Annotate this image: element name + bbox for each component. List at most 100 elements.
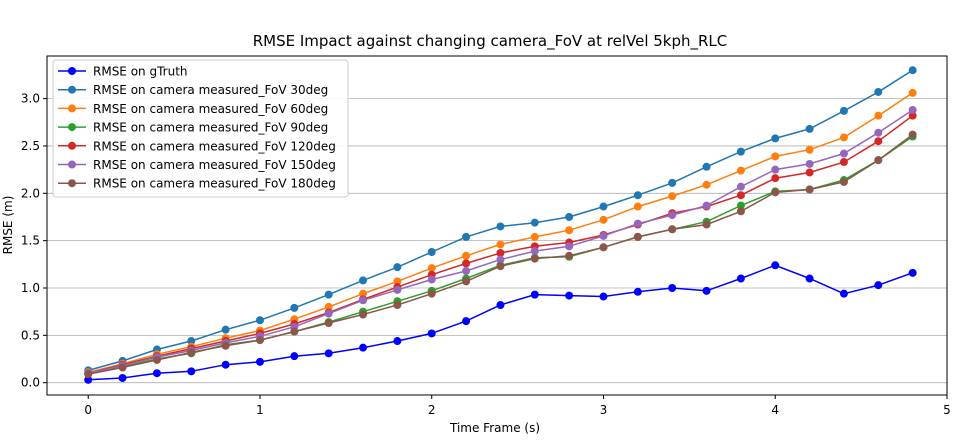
- data-point: [530, 232, 539, 241]
- data-point: [462, 232, 471, 241]
- legend-label: RMSE on camera measured_FoV 120deg: [93, 139, 336, 153]
- data-point: [633, 219, 642, 228]
- legend-item: RMSE on camera measured_FoV 150deg: [58, 158, 336, 172]
- data-point: [221, 341, 230, 350]
- data-point: [462, 259, 471, 268]
- data-point: [874, 281, 883, 290]
- data-point: [393, 301, 402, 310]
- data-point: [839, 289, 848, 298]
- legend-marker: [68, 104, 76, 113]
- data-point: [530, 247, 539, 256]
- data-point: [599, 243, 608, 252]
- data-point: [290, 352, 299, 361]
- data-point: [565, 291, 574, 300]
- data-point: [187, 367, 196, 376]
- data-point: [359, 343, 368, 352]
- data-point: [736, 166, 745, 175]
- data-point: [221, 360, 230, 369]
- data-point: [530, 218, 539, 227]
- series-line: [88, 264, 913, 381]
- data-point: [805, 274, 814, 283]
- data-point: [427, 275, 436, 284]
- x-tick-label: 1: [256, 403, 264, 417]
- y-tick-label: 1.5: [21, 234, 40, 248]
- data-point: [359, 289, 368, 298]
- y-axis-label: RMSE (m): [1, 196, 15, 255]
- y-tick-label: 0.5: [21, 328, 40, 342]
- data-point: [771, 174, 780, 183]
- data-point: [668, 178, 677, 187]
- data-point: [565, 242, 574, 251]
- chart-title: RMSE Impact against changing camera_FoV …: [253, 32, 728, 51]
- legend-marker: [68, 67, 76, 75]
- data-point: [771, 134, 780, 143]
- data-point: [668, 283, 677, 292]
- data-point: [221, 325, 230, 334]
- data-point: [908, 130, 917, 139]
- data-point: [255, 316, 264, 325]
- data-point: [118, 373, 127, 382]
- data-point: [771, 152, 780, 161]
- legend-item: RMSE on camera measured_FoV 60deg: [58, 102, 328, 116]
- legend-item: RMSE on camera measured_FoV 90deg: [58, 121, 328, 135]
- data-point: [839, 106, 848, 115]
- legend: RMSE on gTruth RMSE on camera measured_Fo…: [52, 59, 349, 198]
- data-point: [187, 337, 196, 346]
- data-point: [668, 211, 677, 220]
- data-point: [359, 310, 368, 319]
- series-6: [84, 130, 917, 379]
- legend-label: RMSE on camera measured_FoV 150deg: [93, 158, 336, 172]
- legend-marker: [68, 85, 76, 94]
- data-point: [908, 268, 917, 277]
- data-point: [84, 370, 93, 379]
- legend-box: [52, 59, 349, 198]
- data-point: [496, 301, 505, 310]
- data-point: [805, 145, 814, 154]
- data-point: [908, 111, 917, 120]
- data-point: [496, 255, 505, 264]
- data-point: [805, 159, 814, 168]
- legend-marker: [68, 141, 76, 150]
- data-point: [393, 337, 402, 346]
- data-point: [771, 261, 780, 270]
- data-point: [496, 222, 505, 231]
- data-point: [427, 289, 436, 298]
- data-point: [599, 215, 608, 224]
- data-point: [255, 357, 264, 366]
- x-tick-label: 2: [428, 403, 436, 417]
- data-point: [324, 349, 333, 358]
- data-point: [599, 292, 608, 301]
- data-point: [702, 180, 711, 189]
- data-point: [874, 111, 883, 120]
- y-tick-label: 3.0: [21, 92, 40, 106]
- data-point: [152, 369, 161, 378]
- data-point: [908, 66, 917, 75]
- data-point: [874, 156, 883, 165]
- legend-label: RMSE on camera measured_FoV 180deg: [93, 177, 336, 191]
- series-1: [84, 66, 917, 375]
- data-point: [736, 201, 745, 210]
- data-point: [668, 225, 677, 234]
- legend-item: RMSE on camera measured_FoV 30deg: [58, 83, 328, 97]
- data-point: [393, 285, 402, 294]
- data-point: [427, 329, 436, 338]
- legend-marker: [68, 160, 76, 169]
- data-point: [633, 232, 642, 241]
- data-point: [908, 105, 917, 114]
- data-point: [702, 162, 711, 171]
- data-point: [462, 277, 471, 286]
- x-tick-label: 3: [600, 403, 608, 417]
- data-point: [839, 158, 848, 167]
- data-point: [118, 363, 127, 372]
- data-point: [393, 263, 402, 272]
- data-point: [324, 309, 333, 318]
- y-tick-label: 1.0: [21, 281, 40, 295]
- data-point: [462, 251, 471, 260]
- data-point: [839, 149, 848, 158]
- legend-label: RMSE on gTruth: [93, 65, 188, 79]
- data-point: [805, 168, 814, 177]
- x-tick-label: 0: [84, 403, 92, 417]
- legend-item: RMSE on camera measured_FoV 180deg: [58, 177, 336, 191]
- y-tick-label: 2.5: [21, 139, 40, 153]
- data-point: [324, 319, 333, 328]
